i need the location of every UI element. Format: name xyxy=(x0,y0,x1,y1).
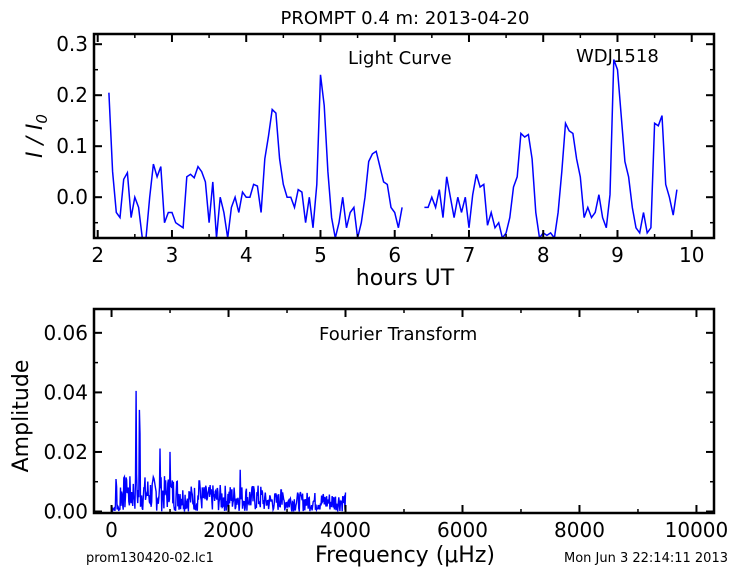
fourier-series xyxy=(111,390,347,513)
x-tick-label: 7 xyxy=(463,243,476,267)
ylabel-main: I / I xyxy=(23,124,48,158)
light-curve-panel: 2 3 4 5 6 7 8 9 10 0.0 0.1 0.2 0.3 Light Curve WDJ15… xyxy=(23,32,716,291)
fourier-line xyxy=(111,390,347,513)
y-tick-label: 0.1 xyxy=(56,134,88,158)
fourier-ticks: 0 2000 4000 6000 8000 10000 0.00 0.02 0.04 0.06 xyxy=(43,309,728,542)
y-tick-label: 0.02 xyxy=(43,440,88,464)
light-curve-annotation: Light Curve xyxy=(348,48,452,69)
fourier-annotation: Fourier Transform xyxy=(319,324,477,345)
figure-title: PROMPT 0.4 m: 2013-04-20 xyxy=(281,8,530,29)
x-tick-label: 6000 xyxy=(437,518,488,542)
light-curve-line xyxy=(424,59,678,238)
x-tick-label: 0 xyxy=(105,518,118,542)
x-tick-label: 8000 xyxy=(554,518,605,542)
star-name-annotation: WDJ1518 xyxy=(576,46,659,67)
light-curve-ylabel: I / I0 xyxy=(23,114,51,158)
y-tick-label: 0.04 xyxy=(43,380,88,404)
x-tick-label: 8 xyxy=(537,243,550,267)
footer-right: Mon Jun 3 22:14:11 2013 xyxy=(564,551,728,566)
light-curve-xlabel: hours UT xyxy=(356,266,455,291)
x-tick-label: 2 xyxy=(91,243,104,267)
light-curve-line xyxy=(108,74,403,238)
x-tick-label: 4000 xyxy=(320,518,371,542)
y-tick-label: 0.00 xyxy=(43,500,88,524)
x-tick-label: 10 xyxy=(679,243,704,267)
x-tick-label: 10000 xyxy=(665,518,729,542)
ylabel-subscript: 0 xyxy=(33,114,51,124)
x-tick-label: 6 xyxy=(388,243,401,267)
y-tick-label: 0.0 xyxy=(56,185,88,209)
fourier-frame xyxy=(92,307,716,515)
fourier-xlabel: Frequency (μHz) xyxy=(315,543,495,568)
x-tick-label: 4 xyxy=(240,243,253,267)
x-tick-label: 9 xyxy=(611,243,624,267)
footer-left: prom130420-02.lc1 xyxy=(86,551,214,566)
x-tick-label: 5 xyxy=(314,243,327,267)
light-curve-ticks: 2 3 4 5 6 7 8 9 10 0.0 0.1 0.2 0.3 xyxy=(56,32,714,267)
fourier-panel: 0 2000 4000 6000 8000 10000 0.00 0.02 0.04 0.06 F… xyxy=(9,307,728,568)
y-tick-label: 0.3 xyxy=(56,32,88,56)
light-curve-frame xyxy=(92,32,716,240)
y-tick-label: 0.06 xyxy=(43,321,88,345)
fourier-ylabel: Amplitude xyxy=(9,360,34,473)
y-tick-label: 0.2 xyxy=(56,83,88,107)
light-curve-series xyxy=(108,59,678,238)
x-tick-label: 3 xyxy=(166,243,179,267)
x-tick-label: 2000 xyxy=(203,518,254,542)
